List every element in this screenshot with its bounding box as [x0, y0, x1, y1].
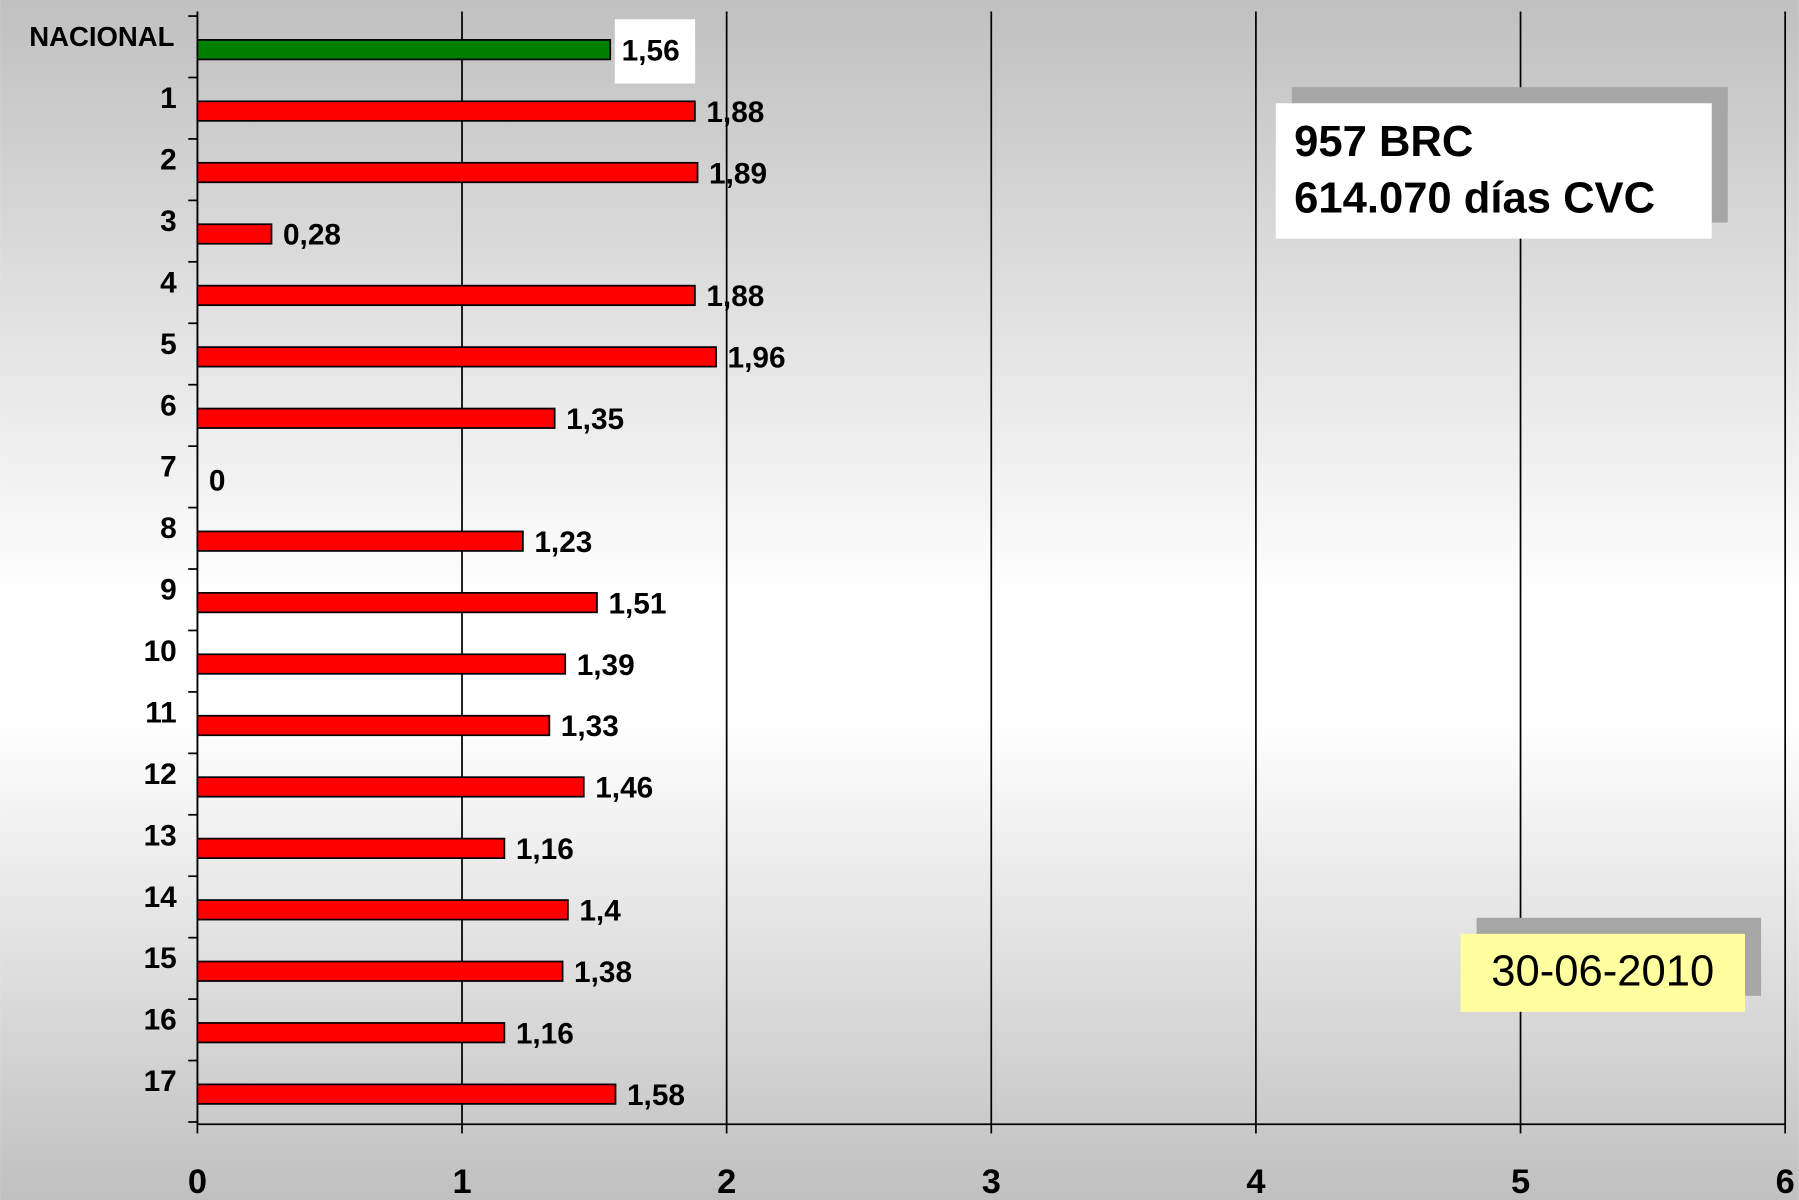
y-tick-label: 4: [160, 266, 177, 299]
date-label: 30-06-2010: [1491, 948, 1714, 996]
bar: [196, 530, 524, 552]
value-label-box: [614, 19, 696, 84]
annotation: 957 BRC: [1294, 118, 1473, 166]
value-label: 1,35: [566, 403, 624, 436]
bar: [196, 39, 612, 61]
bar: [196, 1022, 506, 1044]
y-tick-label: 15: [144, 942, 177, 975]
value-label: 1,38: [574, 956, 632, 989]
value-label: 1,88: [706, 96, 764, 129]
x-tick-label: 1: [452, 1163, 471, 1200]
value-label: 1,88: [706, 280, 764, 313]
bar: [196, 161, 699, 184]
y-tick-label: 10: [144, 635, 177, 668]
bar: [196, 346, 717, 368]
value-label: 1,33: [561, 710, 619, 743]
bar: [196, 837, 506, 859]
y-tick-label: 11: [145, 696, 177, 729]
y-tick-label: 5: [160, 328, 177, 361]
info-box: [1275, 103, 1712, 239]
value-label: 1,58: [627, 1079, 685, 1112]
bar: [196, 407, 556, 429]
y-tick-label: 16: [144, 1004, 177, 1037]
value-label: 1,89: [709, 157, 767, 190]
value-label: 1,16: [516, 833, 574, 866]
y-tick-label: 8: [160, 512, 177, 545]
value-label: 1,46: [595, 772, 653, 805]
bar: [196, 592, 598, 614]
x-tick-label: 0: [188, 1163, 207, 1200]
y-tick-label: NACIONAL: [29, 21, 174, 52]
date-box: [1460, 933, 1746, 1012]
value-label: 1,56: [622, 34, 680, 67]
value-label: 1,39: [577, 649, 635, 682]
y-tick-label: 1: [160, 82, 177, 115]
value-label: 1,51: [608, 587, 666, 620]
y-tick-label: 2: [160, 144, 177, 177]
x-tick-label: 6: [1776, 1163, 1795, 1200]
x-tick-label: 3: [982, 1163, 1001, 1200]
y-tick-label: 14: [144, 881, 178, 914]
bar: [196, 1083, 617, 1105]
value-label: 1,96: [728, 342, 786, 375]
y-tick-label: 17: [144, 1065, 177, 1098]
bar: [196, 899, 569, 921]
x-tick-label: 4: [1246, 1163, 1265, 1200]
y-tick-label: 7: [160, 451, 177, 484]
y-tick-label: 13: [144, 819, 177, 852]
x-tick-label: 2: [717, 1163, 736, 1200]
value-label: 0: [209, 464, 226, 497]
value-label: 1,4: [579, 895, 621, 928]
value-label: 1,16: [516, 1017, 574, 1050]
y-tick-label: 9: [160, 574, 177, 607]
bar: [196, 960, 564, 982]
bar: [196, 653, 567, 675]
y-tick-label: 12: [144, 758, 177, 791]
bar: [196, 284, 696, 307]
bar: [196, 776, 585, 798]
bar: [196, 714, 551, 737]
annotation: 614.070 días CVC: [1294, 174, 1655, 222]
y-tick-label: 3: [160, 205, 177, 238]
bar: [196, 223, 273, 245]
x-tick-label: 5: [1511, 1163, 1530, 1200]
value-label: 0,28: [283, 219, 341, 252]
y-tick-label: 6: [160, 389, 177, 422]
value-label: 1,23: [534, 526, 592, 559]
bar: [196, 100, 696, 122]
